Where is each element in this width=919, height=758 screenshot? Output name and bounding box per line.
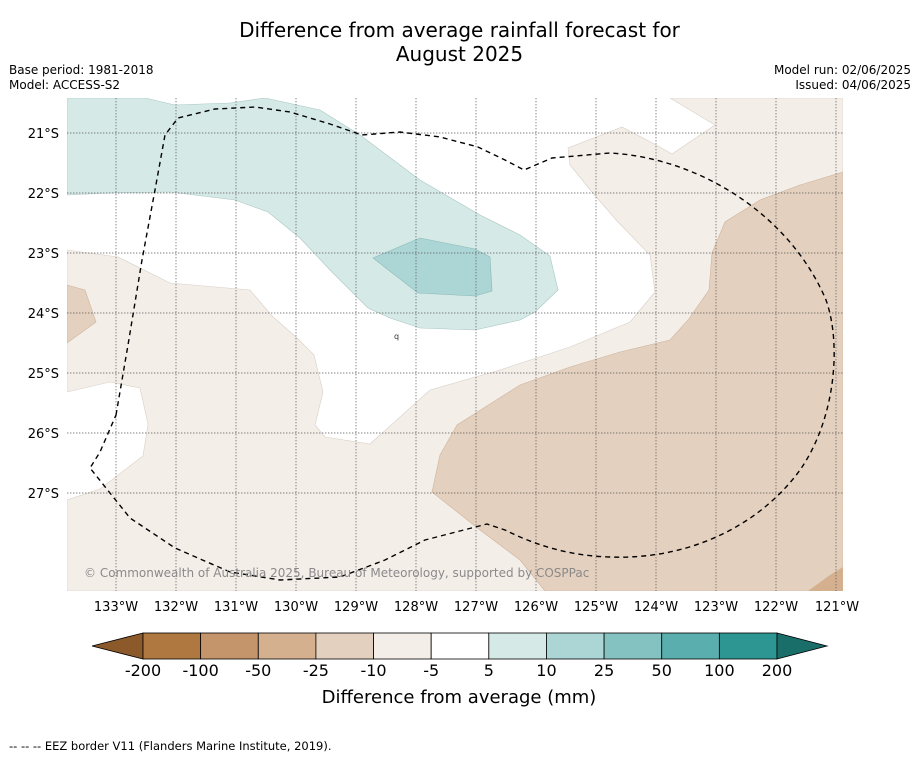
chart-title: Difference from average rainfall forecas… [0, 18, 919, 66]
map-panel: q [67, 98, 843, 591]
colorbar-ticks: -200 -100 -50 -25 -10 -5 5 10 25 50 100 200 [125, 661, 792, 680]
lon-label: 129°W [334, 600, 378, 615]
colorbar-tick-label: -25 [303, 661, 329, 680]
lon-label: 124°W [634, 600, 678, 615]
colorbar-cell [200, 632, 259, 660]
lon-label: 130°W [274, 600, 318, 615]
right-meta: Model run: 02/06/2025 Issued: 04/06/2025 [774, 63, 911, 93]
lon-label: 133°W [94, 600, 138, 615]
colorbar-cell [603, 632, 663, 660]
lat-label: 22°S [28, 187, 59, 202]
lon-label: 126°W [514, 600, 558, 615]
colorbar-tick-label: 5 [484, 661, 494, 680]
lon-label: 121°W [815, 600, 859, 615]
left-meta: Base period: 1981-2018 Model: ACCESS-S2 [9, 63, 154, 93]
lon-label: 131°W [214, 600, 258, 615]
base-period: Base period: 1981-2018 [9, 63, 154, 77]
contour-dark-brown-corner [808, 567, 843, 591]
colorbar-tick-label: 50 [652, 661, 672, 680]
colorbar: -200 -100 -50 -25 -10 -5 5 10 25 50 100 200 Differe… [91, 632, 829, 708]
lat-label: 23°S [28, 247, 59, 262]
colorbar-cell [430, 632, 490, 660]
title-line-1: Difference from average rainfall forecas… [239, 18, 680, 42]
lat-label: 21°S [28, 127, 59, 142]
lon-label: 127°W [454, 600, 498, 615]
contour-mid-brown-west-patch [67, 284, 97, 344]
colorbar-cell [142, 632, 202, 660]
colorbar-tick-label: 200 [762, 661, 793, 680]
colorbar-tick-label: -5 [423, 661, 439, 680]
colorbar-tick-label: 25 [594, 661, 614, 680]
colorbar-tick-label: -100 [182, 661, 218, 680]
colorbar-tick-label: 10 [536, 661, 556, 680]
colorbar-extend-low [91, 632, 144, 660]
colorbar-cell [546, 632, 605, 660]
model-name: Model: ACCESS-S2 [9, 78, 121, 92]
contour-mid-teal [372, 237, 493, 297]
lat-labels: 21°S 22°S 23°S 24°S 25°S 26°S 27°S [28, 127, 59, 502]
eez-footnote: -- -- -- EEZ border V11 (Flanders Marine… [9, 739, 332, 753]
lat-label: 26°S [28, 427, 59, 442]
lon-label: 123°W [694, 600, 738, 615]
lat-label: 25°S [28, 367, 59, 382]
lat-label: 27°S [28, 487, 59, 502]
colorbar-cells [142, 632, 778, 660]
colorbar-cell [315, 632, 374, 660]
colorbar-label: Difference from average (mm) [322, 687, 597, 708]
title-line-2: August 2025 [395, 42, 524, 66]
colorbar-tick-label: 100 [704, 661, 735, 680]
colorbar-cell [257, 632, 317, 660]
colorbar-cell [488, 632, 547, 660]
lon-label: 125°W [574, 600, 618, 615]
issued-date: Issued: 04/06/2025 [795, 78, 911, 92]
contour-mid-brown-east [431, 171, 843, 591]
eez-border [89, 106, 835, 581]
copyright-notice: © Commonwealth of Australia 2025, Bureau… [84, 566, 589, 580]
lon-label: 122°W [754, 600, 798, 615]
graticule [67, 98, 843, 591]
map-marker: q [394, 332, 399, 341]
lat-label: 24°S [28, 307, 59, 322]
colorbar-cell [373, 632, 432, 660]
lon-labels: 133°W 132°W 131°W 130°W 129°W 128°W 127°… [94, 600, 859, 615]
colorbar-tick-label: -10 [360, 661, 386, 680]
colorbar-tick-label: -50 [245, 661, 271, 680]
colorbar-cell [718, 632, 778, 660]
colorbar-cell [661, 632, 720, 660]
lon-label: 128°W [394, 600, 438, 615]
model-run: Model run: 02/06/2025 [773, 63, 911, 77]
colorbar-tick-label: -200 [125, 661, 161, 680]
colorbar-extend-high [776, 632, 829, 660]
lon-label: 132°W [154, 600, 198, 615]
